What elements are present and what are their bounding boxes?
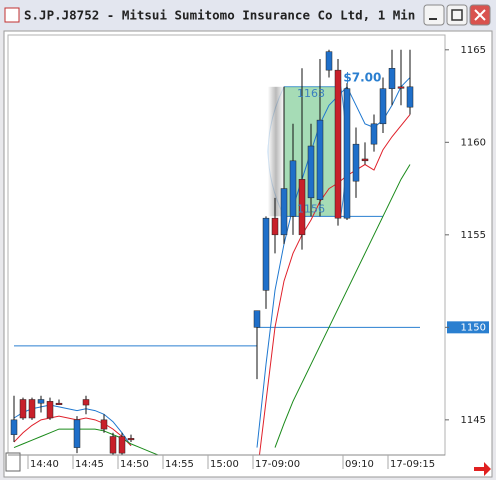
x-tick-label: 14:55 xyxy=(165,459,194,470)
candle-body xyxy=(253,310,261,328)
candle-body xyxy=(73,419,81,448)
y-tick-label: 1145 xyxy=(461,415,486,426)
y-tick-label: 1165 xyxy=(461,45,486,56)
x-tick-label: 09:10 xyxy=(345,459,374,470)
candle-body xyxy=(370,123,378,145)
measure-difference: $7.00 xyxy=(343,70,381,84)
candle-body xyxy=(262,217,270,291)
candle-body xyxy=(109,436,117,454)
candle-body xyxy=(397,86,405,89)
price-tag xyxy=(447,321,489,334)
candle-body xyxy=(307,145,315,199)
scroll-arrow[interactable] xyxy=(474,462,491,476)
candle-body xyxy=(19,399,27,419)
moving-average xyxy=(13,164,411,455)
plot-area xyxy=(7,34,446,456)
candle-body xyxy=(37,399,45,404)
candle-body xyxy=(298,179,306,236)
window-title: S.JP.J8752 - Mitsui Sumitomo Insurance C… xyxy=(24,8,415,23)
y-tick-label: 1160 xyxy=(461,137,486,148)
close-icon xyxy=(474,9,486,21)
maximize-icon xyxy=(451,9,463,21)
candle-body xyxy=(325,51,333,71)
candle-body xyxy=(316,119,324,200)
measure-fade xyxy=(267,86,284,217)
x-tick-label: 17-09:15 xyxy=(390,459,435,470)
candle-body xyxy=(388,68,396,89)
candle-body xyxy=(271,217,279,236)
candle-body xyxy=(289,160,297,217)
candle-body xyxy=(10,419,18,435)
candle-body xyxy=(28,399,36,419)
candle-body xyxy=(406,86,414,108)
candle-body xyxy=(127,438,135,441)
candle-body xyxy=(352,143,360,182)
x-tick-label: 14:40 xyxy=(30,459,59,470)
candle-body xyxy=(361,158,369,162)
x-tick-label: 14:50 xyxy=(120,459,149,470)
candle-body xyxy=(55,402,63,405)
candle-body xyxy=(280,188,288,236)
x-tick-label: 17-09:00 xyxy=(255,459,300,470)
measure-low-label: 1156 xyxy=(297,202,325,215)
candle-body xyxy=(334,69,342,219)
maximize-button[interactable] xyxy=(446,4,468,26)
app-icon xyxy=(4,7,20,23)
x-tick-label: 15:00 xyxy=(210,459,239,470)
candle-body xyxy=(100,419,108,430)
y-tick-label: 1155 xyxy=(461,230,486,241)
moving-average xyxy=(13,114,411,455)
candle-body xyxy=(379,88,387,125)
candle-body xyxy=(118,436,126,454)
x-tick-label: 14:45 xyxy=(75,459,104,470)
candle-body xyxy=(343,88,351,219)
corner-box[interactable] xyxy=(5,452,21,472)
candle-body xyxy=(82,399,90,406)
measure-high-label: 1163 xyxy=(297,87,325,100)
title-bar xyxy=(0,0,496,30)
plot xyxy=(10,49,420,455)
y-tick-label: 1150 xyxy=(461,322,486,333)
minimize-button[interactable] xyxy=(423,4,445,26)
candle-body xyxy=(46,401,54,419)
